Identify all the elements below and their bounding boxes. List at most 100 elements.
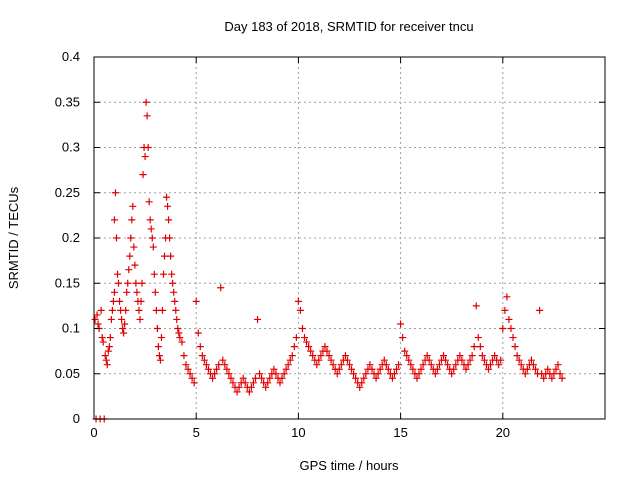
data-point xyxy=(509,334,517,342)
data-point xyxy=(233,388,241,396)
data-point xyxy=(390,370,398,378)
data-point xyxy=(249,379,257,387)
data-point xyxy=(341,352,349,360)
x-tick-label: 20 xyxy=(496,425,510,440)
data-point xyxy=(393,365,401,373)
data-point xyxy=(192,297,200,305)
data-point xyxy=(423,352,431,360)
data-point xyxy=(487,361,495,369)
data-point xyxy=(171,297,179,305)
data-point xyxy=(544,365,552,373)
data-point xyxy=(107,315,115,323)
data-point xyxy=(104,347,112,355)
y-tick-label: 0.4 xyxy=(62,49,80,64)
data-point xyxy=(521,370,529,378)
data-point xyxy=(517,361,525,369)
data-point xyxy=(497,356,505,364)
data-point xyxy=(425,356,433,364)
data-point xyxy=(468,352,476,360)
data-point xyxy=(138,279,146,287)
data-point xyxy=(450,365,458,373)
data-point xyxy=(558,374,566,382)
data-point xyxy=(366,361,374,369)
data-point xyxy=(258,374,266,382)
data-point xyxy=(147,225,155,233)
data-point xyxy=(239,374,247,382)
data-point xyxy=(284,361,292,369)
data-point xyxy=(118,315,126,323)
data-point xyxy=(202,361,210,369)
data-point xyxy=(431,370,439,378)
data-point xyxy=(251,374,259,382)
data-point xyxy=(556,370,564,378)
data-point xyxy=(152,306,160,314)
data-point xyxy=(296,306,304,314)
data-point xyxy=(403,352,411,360)
data-point xyxy=(174,325,182,332)
data-point xyxy=(105,343,113,351)
data-point xyxy=(128,216,136,224)
data-point xyxy=(198,352,206,360)
data-point xyxy=(175,329,183,337)
data-point xyxy=(476,343,484,351)
data-point xyxy=(163,193,171,201)
data-point xyxy=(313,361,321,369)
data-point xyxy=(305,343,313,351)
data-point xyxy=(427,361,435,369)
data-point xyxy=(111,189,119,197)
data-point xyxy=(272,370,280,378)
data-point xyxy=(303,338,311,346)
data-point xyxy=(150,270,158,278)
data-point xyxy=(139,171,147,179)
data-point xyxy=(552,365,560,373)
data-point xyxy=(529,361,537,369)
data-point xyxy=(126,252,134,260)
y-tick-label: 0.05 xyxy=(55,366,80,381)
data-point xyxy=(407,361,415,369)
data-point xyxy=(278,374,286,382)
data-point xyxy=(358,379,366,387)
data-point xyxy=(145,198,153,206)
y-tick-label: 0.2 xyxy=(62,230,80,245)
data-point xyxy=(346,361,353,369)
data-point xyxy=(204,365,212,373)
data-point xyxy=(176,334,184,342)
data-point xyxy=(153,325,161,332)
data-point xyxy=(188,374,196,382)
data-point xyxy=(229,379,237,387)
data-point xyxy=(456,352,464,360)
data-point xyxy=(294,297,302,305)
data-point xyxy=(495,361,503,369)
data-point xyxy=(194,329,202,337)
data-point xyxy=(173,315,181,323)
data-point xyxy=(307,347,315,355)
data-point xyxy=(168,270,176,278)
data-point xyxy=(405,356,413,364)
data-point xyxy=(298,325,306,332)
data-point xyxy=(440,352,448,360)
data-point xyxy=(309,352,317,360)
y-tick-label: 0.1 xyxy=(62,321,80,336)
data-point xyxy=(384,365,392,373)
data-point xyxy=(225,370,233,378)
data-point xyxy=(388,374,396,382)
data-point xyxy=(372,374,380,382)
data-point xyxy=(374,370,382,378)
data-point xyxy=(448,370,456,378)
data-point xyxy=(172,306,180,314)
y-tick-label: 0 xyxy=(73,411,80,426)
data-point xyxy=(442,356,450,364)
data-point xyxy=(200,356,208,364)
data-point xyxy=(159,270,167,278)
data-point xyxy=(124,279,132,287)
data-point xyxy=(348,365,356,373)
data-point xyxy=(169,279,177,287)
data-point xyxy=(501,306,509,314)
data-point xyxy=(444,361,452,369)
data-point xyxy=(264,379,272,387)
data-point xyxy=(182,361,190,369)
data-point xyxy=(146,216,154,224)
data-point xyxy=(382,361,390,369)
data-point xyxy=(184,365,192,373)
data-point xyxy=(399,334,407,342)
